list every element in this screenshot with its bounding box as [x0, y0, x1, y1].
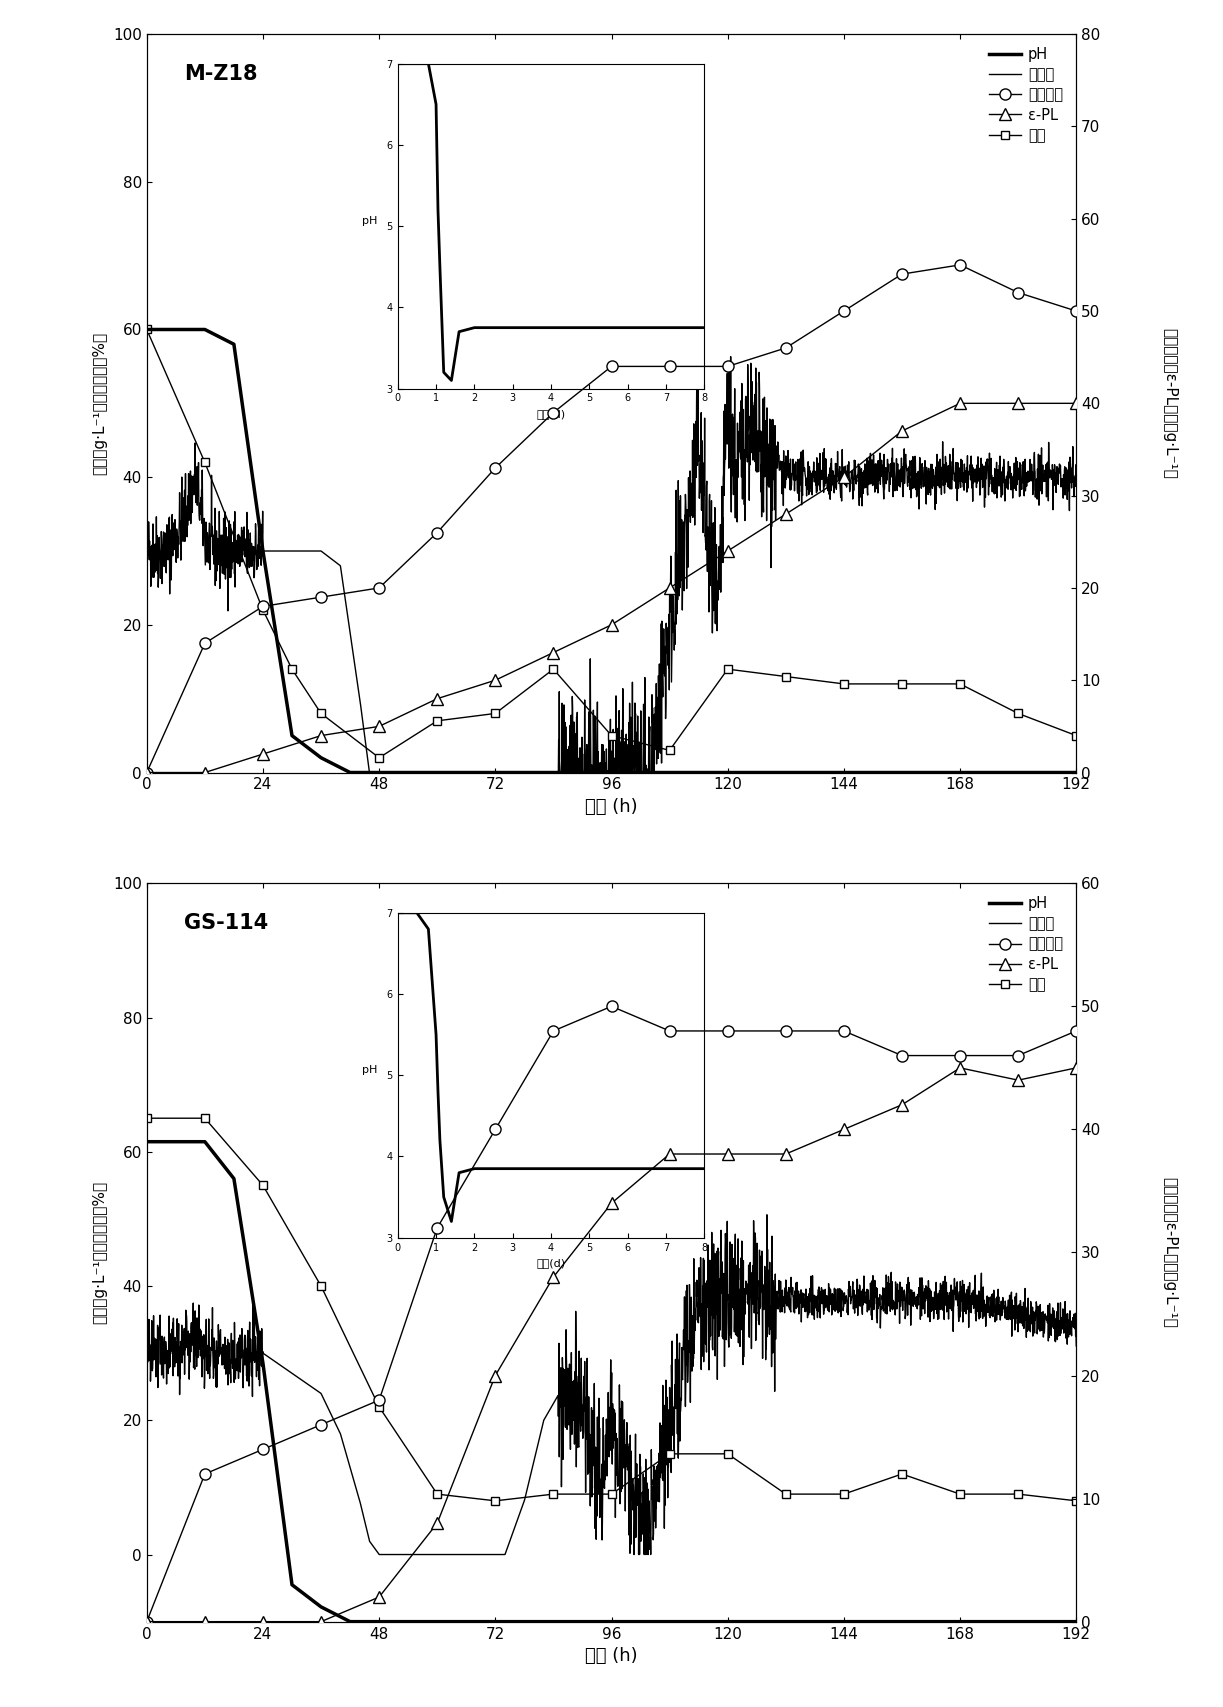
X-axis label: 时间 (h): 时间 (h) [585, 797, 638, 816]
Y-axis label: 菌体干重；ε-PL浓度（g·L⁻¹）: 菌体干重；ε-PL浓度（g·L⁻¹） [1162, 1178, 1177, 1328]
Text: M-Z18: M-Z18 [183, 63, 257, 84]
Text: GS-114: GS-114 [183, 913, 268, 932]
Legend: pH, 溶解氧, 菌体干重, ε-PL, 甘油: pH, 溶解氧, 菌体干重, ε-PL, 甘油 [983, 41, 1069, 149]
X-axis label: 时间 (h): 时间 (h) [585, 1647, 638, 1664]
Legend: pH, 溶解氧, 菌体干重, ε-PL, 甘油: pH, 溶解氧, 菌体干重, ε-PL, 甘油 [983, 891, 1069, 997]
Y-axis label: 甘油（g·L⁻¹）；溶解氧（%）: 甘油（g·L⁻¹）；溶解氧（%） [93, 331, 108, 475]
Y-axis label: 甘油（g·L⁻¹）；溶解氧（%）: 甘油（g·L⁻¹）；溶解氧（%） [93, 1181, 108, 1325]
Y-axis label: 菌体干重；ε-PL浓度（g·L⁻¹）: 菌体干重；ε-PL浓度（g·L⁻¹） [1162, 328, 1177, 478]
